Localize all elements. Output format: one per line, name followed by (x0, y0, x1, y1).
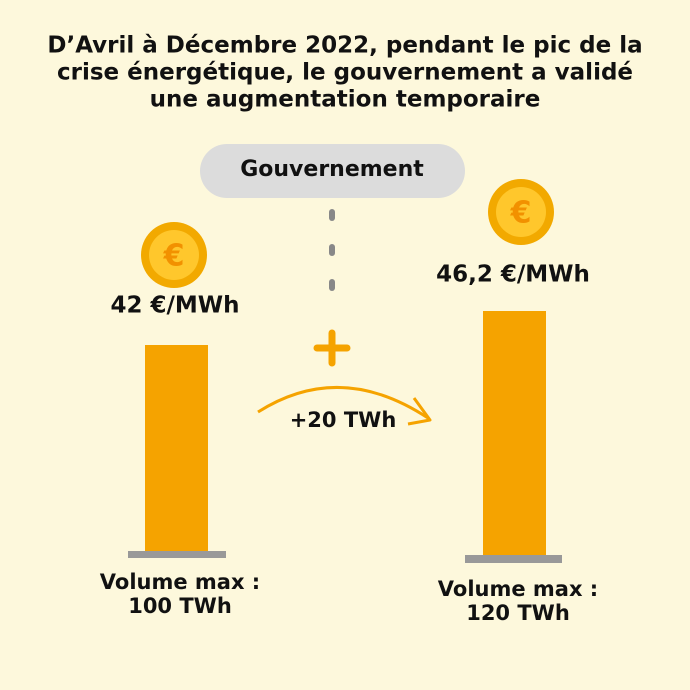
volume-label: Volume max : (100, 570, 260, 594)
plus-icon (313, 329, 351, 367)
arrow (257, 386, 429, 420)
volume-value: 100 TWh (128, 594, 232, 618)
bar-base (465, 555, 562, 563)
badge (200, 144, 465, 198)
price-label: 42 €/MWh (110, 293, 239, 319)
svg-text:€: € (510, 196, 532, 231)
title-line: D’Avril à Décembre 2022, pendant le pic … (47, 33, 642, 59)
volume-bar (483, 311, 546, 557)
arrow-head (407, 397, 432, 426)
title-line: une augmentation temporaire (150, 87, 541, 113)
volume-bar (145, 345, 208, 553)
coin-icon: € (141, 222, 207, 288)
dotted-connector (329, 209, 335, 291)
title-line: crise énergétique, le gouvernement a val… (57, 60, 633, 86)
price-label: 46,2 €/MWh (436, 262, 590, 288)
bar-base (128, 551, 226, 558)
volume-label: Volume max : (438, 577, 598, 601)
increase-label: +20 TWh (290, 408, 397, 432)
volume-value: 120 TWh (466, 601, 570, 625)
svg-text:€: € (163, 239, 185, 274)
coin-icon: € (488, 179, 554, 245)
badge-label: Gouvernement (240, 157, 424, 182)
